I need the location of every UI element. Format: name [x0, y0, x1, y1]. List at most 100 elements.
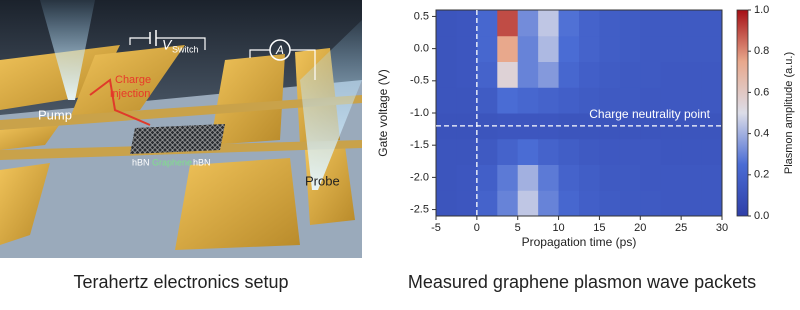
- y-tick-label: -2.5: [410, 203, 429, 215]
- heatmap-cell: [456, 164, 478, 191]
- heatmap-cell: [476, 61, 498, 88]
- charge-label: injection: [110, 88, 150, 100]
- heatmap-cell: [497, 113, 519, 140]
- y-axis-label: Gate voltage (V): [376, 69, 390, 156]
- heatmap-cell: [579, 35, 600, 62]
- probe-beam: [300, 20, 362, 190]
- heatmap-cell: [619, 10, 641, 37]
- heatmap-cell: [436, 35, 457, 62]
- heatmap-cell: [497, 35, 519, 62]
- heatmap-cell: [436, 164, 457, 191]
- heatmap-cell: [436, 138, 457, 165]
- heatmap-cell: [436, 61, 457, 88]
- charge-path: [89, 78, 151, 126]
- charge-label: Charge: [115, 74, 151, 86]
- pump-beam: [40, 0, 95, 100]
- heatmap-cell: [456, 35, 478, 62]
- heatmap-cell: [456, 87, 478, 114]
- heatmap-cell: [517, 10, 539, 37]
- heatmap-cell: [701, 138, 723, 165]
- heatmap-cell: [497, 164, 519, 191]
- pad: [175, 158, 300, 250]
- y-tick-label: 0.5: [414, 10, 429, 22]
- heatmap-cell: [579, 164, 600, 191]
- ammeter: [269, 39, 291, 61]
- heatmap-cell: [476, 138, 498, 165]
- heatmap-cell: [640, 138, 662, 165]
- heatmap-cell: [558, 138, 580, 165]
- heatmap-cell: [436, 10, 457, 37]
- strip: [0, 95, 362, 130]
- heatmap-cell: [681, 164, 703, 191]
- heatmap-cell: [660, 164, 682, 191]
- probe-label: Probe: [305, 173, 340, 188]
- heatmap-cell: [436, 190, 457, 217]
- heatmap-cell: [619, 138, 641, 165]
- y-tick-label: -0.5: [410, 75, 429, 87]
- colorbar-tick-label: 0.2: [754, 169, 769, 181]
- heatmap-cell: [436, 87, 457, 114]
- pad: [210, 54, 285, 145]
- heatmap-cell: [660, 87, 682, 114]
- heatmap-cell: [497, 87, 519, 114]
- setup-illustration: A V Switch Charge injection Pump Probe h…: [0, 0, 362, 258]
- heatmap-cell: [619, 190, 641, 217]
- heatmap-cell: [660, 10, 682, 37]
- y-tick-label: 0.0: [414, 43, 429, 55]
- heatmap-cell: [456, 10, 478, 37]
- switch-sub: Switch: [172, 44, 199, 54]
- heatmap-cell: [619, 164, 641, 191]
- heatmap-cell: [640, 10, 662, 37]
- heatmap-cell: [558, 10, 580, 37]
- heatmap-cell: [701, 61, 723, 88]
- heatmap-cell: [497, 138, 519, 165]
- heatmap-cell: [681, 87, 703, 114]
- heatmap-cell: [701, 10, 723, 37]
- heatmap-cell: [558, 164, 580, 191]
- heatmap-cell: [681, 35, 703, 62]
- x-tick-label: 15: [593, 222, 605, 234]
- heatmap-cell: [538, 138, 560, 165]
- heatmap-cell: [476, 10, 498, 37]
- heatmap-cell: [558, 113, 580, 140]
- heatmap-cell: [538, 61, 560, 88]
- switch-wire: [129, 37, 206, 50]
- ammeter-wire: [249, 49, 316, 80]
- heatmap-cell: [701, 35, 723, 62]
- heatmap-cell: [701, 190, 723, 217]
- x-tick-label: 0: [474, 222, 480, 234]
- y-tick-label: -1.0: [410, 107, 429, 119]
- heatmap-cell: [640, 164, 662, 191]
- heatmap-cell: [538, 10, 560, 37]
- heatmap-cell: [599, 35, 621, 62]
- heatmap-cell: [476, 164, 498, 191]
- heatmap-cell: [640, 87, 662, 114]
- heatmap-cell: [538, 35, 560, 62]
- heatmap-cell: [476, 35, 498, 62]
- colorbar: [736, 9, 749, 217]
- heatmap-cell: [681, 190, 703, 217]
- heatmap-cell: [538, 164, 560, 191]
- heatmap-cell: [681, 61, 703, 88]
- colorbar-label: Plasmon amplitude (a.u.): [783, 52, 795, 174]
- pad: [0, 124, 60, 150]
- heatmap-cell: [599, 138, 621, 165]
- heatmap-cell: [456, 190, 478, 217]
- heatmap-cell: [640, 61, 662, 88]
- chart-title: Measured graphene plasmon wave packets: [408, 272, 756, 292]
- heatmap-cell: [558, 190, 580, 217]
- heatmap-cell: [599, 87, 621, 114]
- switch-label: V: [162, 37, 173, 53]
- x-tick-label: 30: [716, 222, 728, 234]
- heatmap-cell: [497, 10, 519, 37]
- pad: [0, 163, 50, 245]
- annotation: Charge neutrality point: [589, 107, 710, 121]
- heatmap-cell: [640, 190, 662, 217]
- y-tick-label: -2.0: [410, 171, 429, 183]
- x-axis-label: Propagation time (ps): [522, 235, 637, 249]
- heatmap-cell: [599, 10, 621, 37]
- heatmap-cell: [681, 138, 703, 165]
- colorbar-tick-label: 0.4: [754, 128, 769, 140]
- pad: [70, 45, 185, 118]
